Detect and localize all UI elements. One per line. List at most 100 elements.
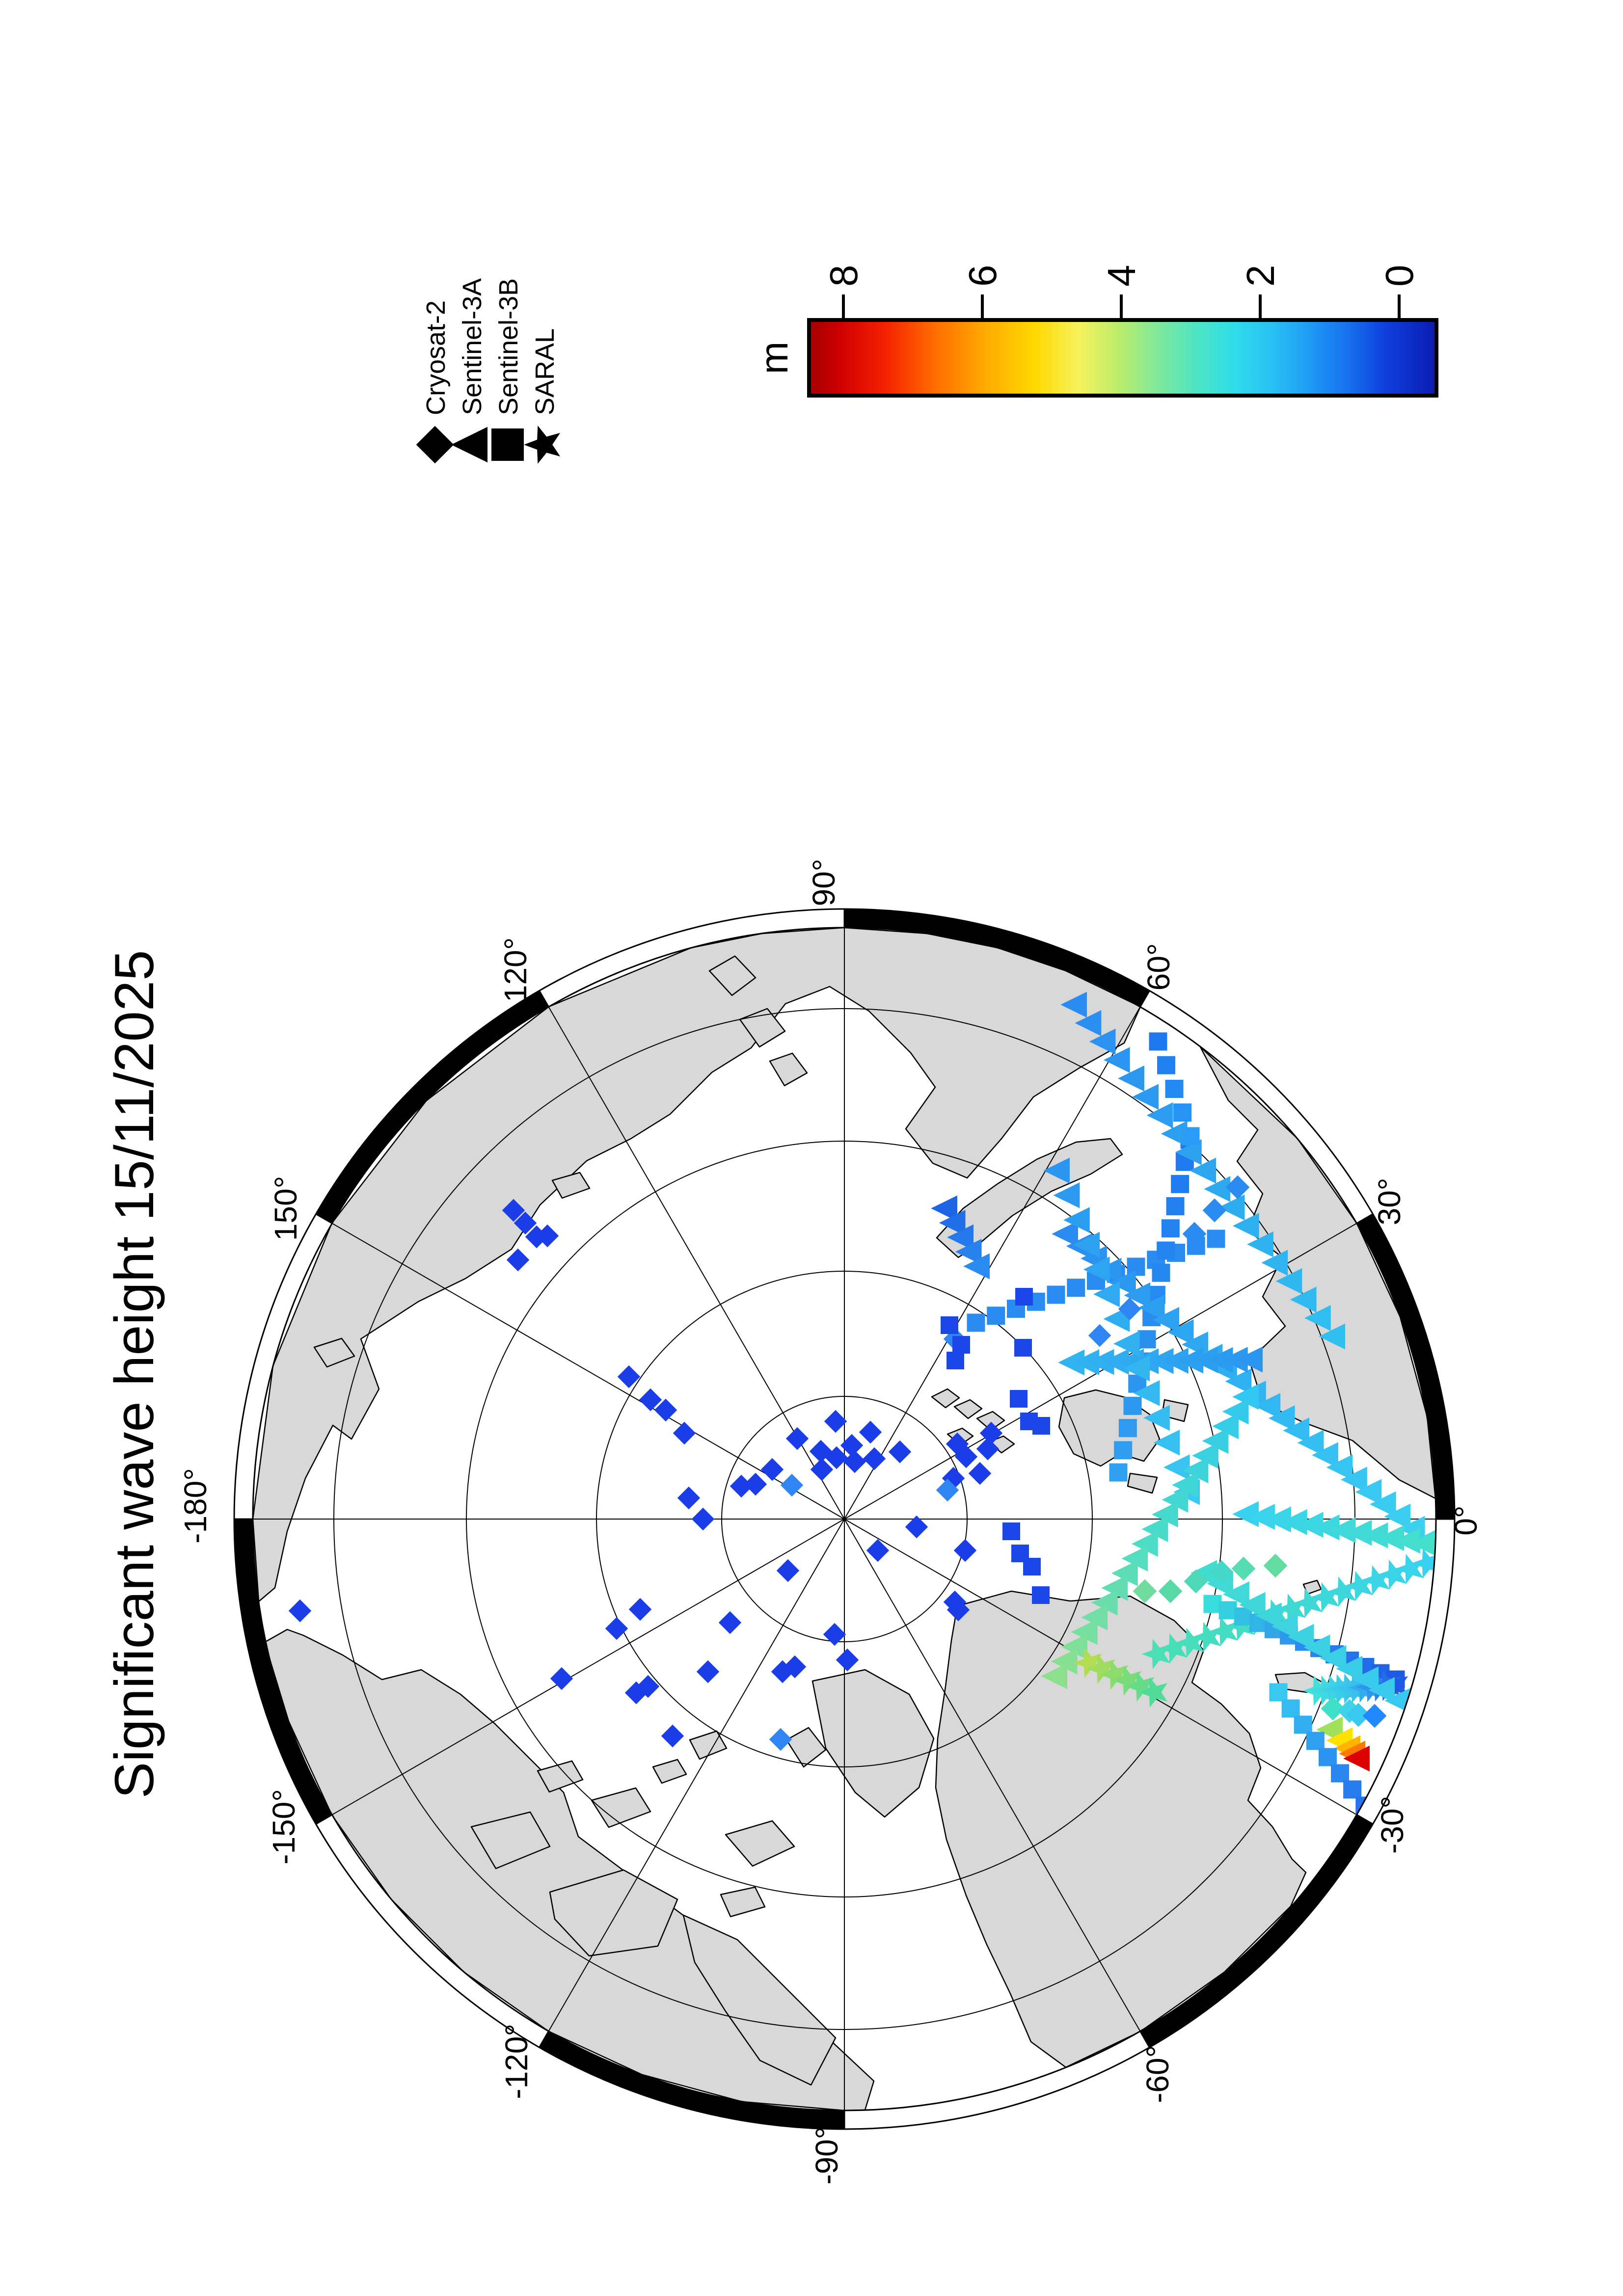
track-16-sentinel-3b-point <box>1306 1732 1325 1750</box>
landmass-franz-josef-3 <box>976 1411 1005 1431</box>
track-15-sentinel-3a-point <box>1287 1624 1314 1650</box>
legend-label: SARAL <box>530 328 560 415</box>
track-19-cryosat-2-point <box>1231 1556 1256 1581</box>
cryosat2-point <box>780 1473 804 1497</box>
track-8-sentinel-3a-point <box>1041 1663 1067 1689</box>
cryosat2-point <box>691 1507 715 1531</box>
track-7-sentinel-3a-point <box>1143 1405 1170 1431</box>
legend-label: Cryosat-2 <box>421 300 451 415</box>
cryosat2-point <box>866 1539 890 1562</box>
cryosat2-point <box>550 1667 573 1690</box>
track-9-saral-point <box>1141 1639 1171 1669</box>
track-4-sentinel-3a-point <box>1147 1348 1174 1374</box>
ring-black-arc-300 <box>316 990 549 1224</box>
track-18-cryosat-2-point <box>1321 1696 1345 1721</box>
track-7-sentinel-3a-point <box>1053 1182 1080 1208</box>
meridian-label--180: -180° <box>178 1468 213 1544</box>
cryosat2-point <box>502 1199 525 1222</box>
meridian-label--30: -30° <box>1375 1796 1410 1854</box>
meridian-label-0: 0° <box>1448 1505 1484 1535</box>
track-6-sentinel-3b-point <box>1157 1056 1175 1074</box>
track-3-sentinel-3a-point <box>1225 1368 1252 1394</box>
track-3-sentinel-3a-point <box>1297 1430 1324 1456</box>
track-8-sentinel-3a-point <box>1061 1633 1088 1660</box>
cryosat2-point <box>1088 1324 1111 1347</box>
landmass-melville-island <box>591 1787 651 1828</box>
track-3-sentinel-3a-point <box>1254 1393 1281 1419</box>
track-9-saral-point <box>1192 1622 1221 1652</box>
ring-tick-300 <box>315 1213 333 1224</box>
sentinel3b-point <box>941 1316 958 1334</box>
track-15-sentinel-3a-point <box>1384 1687 1411 1714</box>
ring-tick-30 <box>1139 990 1150 1008</box>
track-5-sentinel-3a-point <box>1290 1286 1317 1313</box>
landmass-franz-josef-1 <box>931 1388 960 1409</box>
meridian-label-60: 60° <box>1141 943 1176 991</box>
track-5-sentinel-3a-point <box>1232 1213 1259 1239</box>
track-3-sentinel-3a-point <box>1109 1270 1136 1296</box>
cryosat2-point <box>636 1675 660 1698</box>
track-18-cryosat-2-point <box>1362 1704 1387 1728</box>
cryosat2-point <box>825 1446 848 1469</box>
track-9-saral-point <box>1310 1582 1339 1613</box>
track-15-sentinel-3a-point <box>1352 1666 1379 1693</box>
track-1-sentinel-3b-point <box>1067 1279 1085 1297</box>
track-8-sentinel-3a-point <box>1212 1413 1239 1440</box>
track-8-sentinel-3a-point <box>1091 1589 1118 1616</box>
track-13-saral-point <box>1086 1654 1115 1684</box>
landmass-new-siberian-islands <box>551 1172 591 1199</box>
colorbar: 8 6 4 2 0 m <box>752 265 1438 398</box>
track-2-sentinel-3b-point <box>1114 1441 1133 1460</box>
track-1-sentinel-3b-point <box>987 1307 1005 1325</box>
track-3-sentinel-3a-point <box>1312 1442 1338 1468</box>
track-2-sentinel-3b-point <box>1166 1197 1185 1216</box>
track-6-sentinel-3b-point <box>1173 1103 1191 1122</box>
landmass-svalbard <box>1058 1389 1161 1467</box>
track-4-sentinel-3a-point <box>1236 1346 1263 1373</box>
track-0-sentinel-3a-point <box>963 1253 990 1280</box>
track-5-sentinel-3a-point <box>1075 1010 1102 1036</box>
diamond-icon <box>416 426 454 464</box>
cryosat2-point <box>888 1440 912 1464</box>
track-4-sentinel-3a-point <box>1102 1349 1129 1375</box>
track-0-sentinel-3a-point <box>947 1224 974 1251</box>
landmass-axel-heiberg-island <box>785 1727 827 1768</box>
cryosat2-point <box>605 1617 628 1640</box>
track-5-sentinel-3a-point <box>1304 1305 1331 1331</box>
meridian-label--120: -120° <box>499 2024 534 2099</box>
track-8-sentinel-3a-point <box>1101 1575 1128 1601</box>
track-9-saral-point <box>1361 1565 1390 1596</box>
cryosat2-point <box>843 1450 866 1473</box>
ring-tick-330 <box>539 990 549 1008</box>
track-7-sentinel-3a-point <box>1093 1281 1120 1308</box>
track-2-sentinel-3b-point <box>1109 1463 1128 1482</box>
cryosat2-point <box>954 1445 978 1468</box>
cryosat2-point <box>863 1447 886 1470</box>
meridian-label-90: 90° <box>806 859 841 907</box>
track-2-sentinel-3b-point <box>1171 1175 1190 1193</box>
track-9-saral-point <box>1175 1628 1204 1658</box>
track-14-sentinel-3a-point <box>1248 1504 1275 1530</box>
track-7-sentinel-3a-point <box>1073 1231 1100 1258</box>
track-5-sentinel-3a-point <box>1161 1121 1188 1147</box>
colorbar-gradient-bar <box>807 318 1438 398</box>
track-14-sentinel-3a-point <box>1410 1530 1436 1556</box>
figure-title: Significant wave height 15/11/2025 <box>104 950 165 1799</box>
track-8-sentinel-3a-point <box>1131 1531 1158 1557</box>
ring-black-arc-120 <box>1140 1815 1373 2048</box>
track-7-sentinel-3a-point <box>1133 1380 1160 1406</box>
track-13-saral-point <box>1099 1659 1129 1690</box>
track-5-sentinel-3a-point <box>1218 1194 1245 1221</box>
track-15-sentinel-3a-point <box>1303 1634 1330 1661</box>
track-7-sentinel-3a-point <box>1113 1331 1140 1357</box>
cryosat2-point <box>823 1623 846 1646</box>
track-9-saral-point <box>1344 1571 1373 1601</box>
sentinel3b-point <box>952 1336 970 1354</box>
cryosat2-point <box>905 1515 928 1539</box>
track-8-sentinel-3a-point <box>1172 1472 1198 1498</box>
track-8-sentinel-3a-point <box>1111 1560 1138 1586</box>
track-9-saral-point <box>1209 1616 1238 1647</box>
track-9-saral-point <box>1378 1559 1407 1590</box>
meridian-label-120: 120° <box>498 937 533 1002</box>
track-14-sentinel-3a-point <box>1297 1512 1324 1538</box>
